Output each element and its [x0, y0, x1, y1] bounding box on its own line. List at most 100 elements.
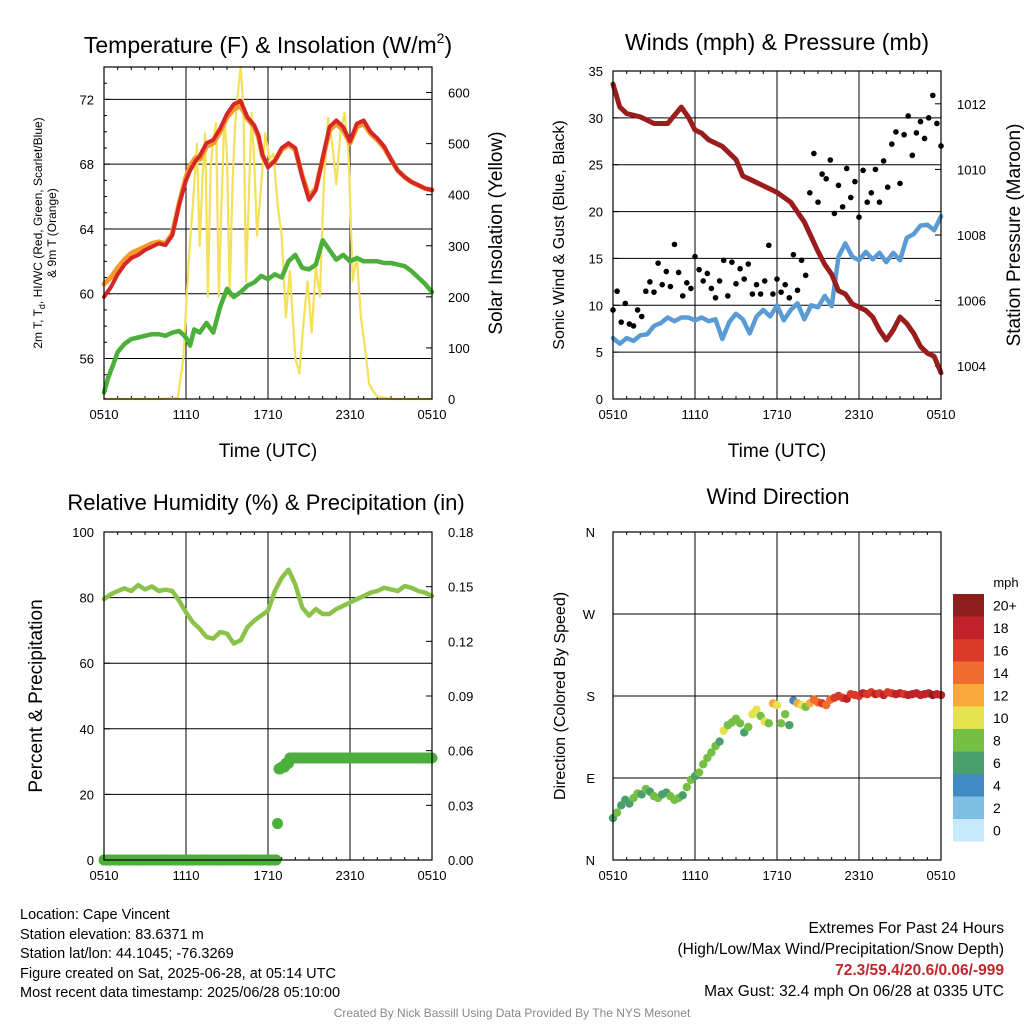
extremes-values: 72.3/59.4/20.6/0.06/-999: [835, 962, 1004, 979]
gust-point: [848, 194, 854, 201]
y-tick-label: 40: [80, 722, 94, 737]
panel-1-xlabel: Time (UTC): [219, 441, 318, 462]
pressure-line: [610, 81, 944, 376]
elevation-text: Station elevation: 83.6371 m: [20, 926, 204, 943]
gust-point: [671, 241, 678, 248]
x-tick-label: 0510: [599, 407, 628, 422]
y-right-tick-label: 1010: [957, 162, 986, 177]
gust-point: [774, 276, 780, 282]
colorbar-swatch: [953, 774, 984, 797]
gust-point: [675, 269, 682, 276]
x-tick-label: 0510: [90, 868, 119, 883]
y-tick-label: 15: [589, 251, 603, 266]
y-right-tick-label: 600: [448, 86, 470, 101]
y-right-tick-label: 0.06: [448, 744, 473, 759]
panel-4-title: Wind Direction: [706, 484, 849, 509]
y-right-tick-label: 0.09: [448, 689, 473, 704]
y-right-tick-label: 0.03: [448, 798, 473, 813]
x-tick-label: 0510: [927, 868, 956, 883]
temp-2m-line: [102, 99, 434, 299]
direction-point: [612, 808, 622, 817]
gust-point: [782, 281, 788, 288]
gust-point: [733, 280, 739, 287]
dewpoint-line: [101, 238, 435, 395]
colorbar-label: 12: [993, 687, 1009, 703]
colorbar-label: 20+: [993, 597, 1017, 613]
gust-point: [905, 113, 911, 119]
extremes-subtitle: (High/Low/Max Wind/Precipitation/Snow De…: [677, 941, 1005, 958]
gust-point: [852, 178, 858, 185]
y-tick-label: 10: [589, 298, 603, 313]
colorbar-swatch: [953, 594, 984, 617]
panel-1-ylabel-line1: 2m T, Td, HI/WC (Red, Green, Scarlet/Blu…: [31, 117, 47, 348]
y-tick-label: N: [586, 525, 595, 540]
panel-2-title: Winds (mph) & Pressure (mb): [625, 29, 929, 55]
location-text: Location: Cape Vincent: [20, 907, 170, 923]
colorbar-label: 6: [993, 755, 1001, 771]
panel-3-grid: [103, 532, 433, 860]
extremes-title: Extremes For Past 24 Hours: [808, 920, 1004, 937]
gust-point: [618, 319, 624, 325]
gust-point: [786, 294, 793, 301]
colorbar-swatch: [953, 751, 984, 774]
colorbar-swatch: [953, 616, 984, 639]
y-tick-label: N: [586, 853, 595, 868]
gust-point: [827, 157, 834, 163]
y-tick-label: 56: [80, 352, 94, 367]
x-tick-label: 1110: [682, 868, 709, 883]
gust-point: [741, 276, 747, 282]
gust-point: [757, 291, 764, 297]
gust-point: [692, 253, 698, 260]
gust-point: [634, 307, 641, 313]
colorbar-label: 14: [993, 665, 1009, 681]
gust-point: [831, 210, 838, 217]
gust-point: [745, 261, 752, 267]
gust-point: [651, 289, 657, 295]
y-tick-label: 0: [87, 853, 94, 868]
gust-point: [749, 291, 756, 297]
y-tick-label: W: [583, 607, 596, 622]
colorbar-unit: mph: [993, 575, 1018, 590]
y-tick-label: 68: [80, 157, 94, 172]
gust-point: [909, 152, 916, 159]
title-superscript: 2: [437, 30, 445, 46]
gust-point: [843, 165, 850, 172]
x-tick-label: 2310: [336, 407, 365, 422]
credit-text: Created By Nick Bassill Using Data Provi…: [333, 1006, 691, 1020]
colorbar-swatch: [953, 729, 984, 752]
direction-point: [699, 760, 708, 769]
gust-point: [622, 300, 629, 307]
gust-point: [667, 283, 674, 290]
gust-point: [868, 190, 875, 196]
y-right-tick-label: 200: [448, 290, 470, 305]
y-tick-label: 0: [596, 392, 603, 407]
direction-point: [764, 719, 773, 728]
direction-point: [678, 791, 687, 800]
y-tick-label: 25: [589, 158, 603, 173]
direction-point: [694, 768, 704, 777]
gust-point: [925, 115, 932, 121]
gust-point: [679, 293, 686, 299]
gust-point: [917, 118, 924, 125]
gust-point: [753, 281, 760, 288]
direction-point: [715, 737, 724, 746]
direction-point: [682, 782, 691, 792]
gust-point: [729, 259, 735, 265]
panel-4-ylabel: Direction (Colored By Speed): [552, 592, 569, 800]
y-right-tick-label: 500: [448, 137, 470, 152]
humidity-line: [101, 567, 435, 646]
y-tick-label: 5: [596, 345, 603, 360]
y-tick-label: 100: [72, 525, 94, 540]
gust-point: [790, 251, 797, 258]
gust-point: [761, 278, 768, 284]
gust-point: [716, 278, 723, 284]
x-tick-label: 0510: [418, 407, 447, 422]
colorbar-swatch: [953, 639, 984, 662]
ylabel-rest: , HI/WC (Red, Green, Scarlet/Blue): [31, 117, 45, 304]
gust-point: [819, 171, 825, 177]
direction-point: [772, 700, 782, 710]
extremes-panel: Extremes For Past 24 Hours (High/Low/Max…: [678, 918, 1005, 1002]
direction-point: [744, 722, 753, 732]
gust-point: [794, 287, 801, 294]
